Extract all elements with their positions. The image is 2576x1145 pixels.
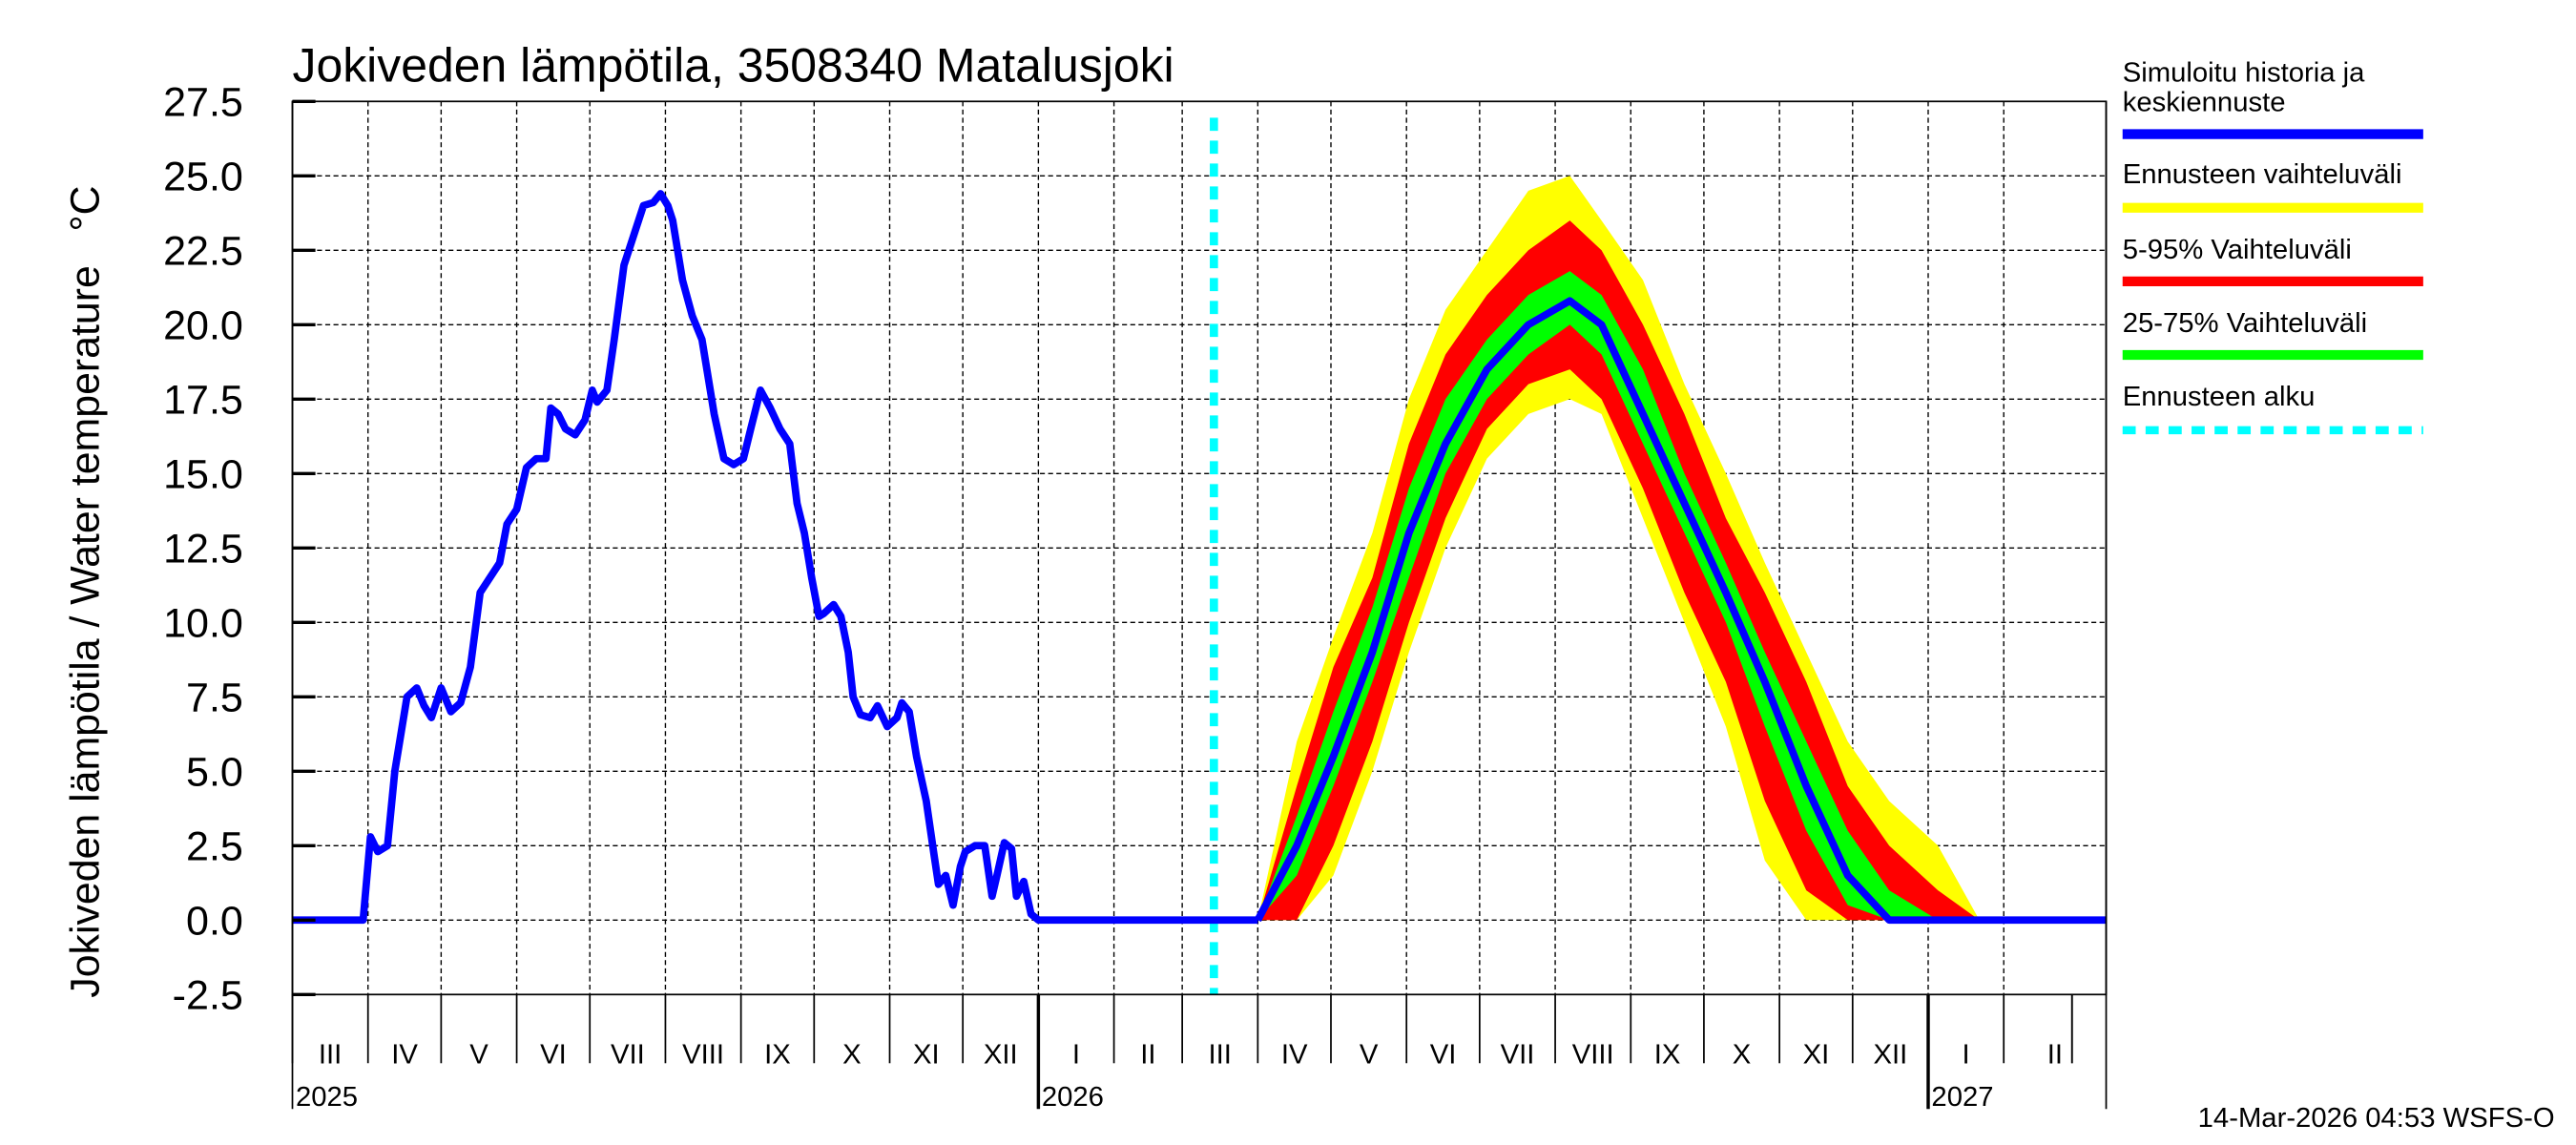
month-label: IX: [1654, 1039, 1681, 1070]
month-label: X: [1733, 1039, 1752, 1070]
y-axis-label: Jokiveden lämpötila / Water temperature …: [62, 185, 108, 997]
month-label: VI: [1430, 1039, 1457, 1070]
legend-label: keskiennuste: [2123, 88, 2286, 118]
series-lines: [292, 117, 2107, 995]
y-tick-label: 27.5: [163, 80, 243, 126]
month-label: IV: [1281, 1039, 1308, 1070]
y-tick-label: 5.0: [186, 750, 243, 796]
month-label: XII: [984, 1039, 1018, 1070]
year-label: 2025: [296, 1082, 358, 1113]
y-tick-label: 22.5: [163, 229, 243, 275]
chart-title: Jokiveden lämpötila, 3508340 Matalusjoki: [293, 39, 1174, 93]
y-tick-label: 7.5: [186, 676, 243, 721]
month-label: VIII: [1572, 1039, 1614, 1070]
year-label: 2026: [1042, 1082, 1104, 1113]
y-tick-label: 25.0: [163, 155, 243, 200]
month-label: III: [319, 1039, 342, 1070]
legend-label: 25-75% Vaihteluväli: [2123, 308, 2367, 339]
month-label: XI: [1803, 1039, 1830, 1070]
legend-label: Ennusteen vaihteluväli: [2123, 159, 2402, 190]
year-label: 2027: [1931, 1082, 1993, 1113]
month-label: I: [1072, 1039, 1080, 1070]
median-forecast-line: [1254, 297, 2107, 925]
month-label: V: [1360, 1039, 1379, 1070]
history-line: [292, 190, 1258, 925]
y-tick-label: 0.0: [186, 899, 243, 945]
y-tick-label: 17.5: [163, 378, 243, 424]
y-tick-label: 20.0: [163, 303, 243, 349]
y-tick-label: 15.0: [163, 452, 243, 498]
month-label: X: [842, 1039, 862, 1070]
y-tick-label: 12.5: [163, 527, 243, 572]
month-label: II: [2047, 1039, 2063, 1070]
month-label: III: [1209, 1039, 1232, 1070]
month-label: VIII: [682, 1039, 724, 1070]
month-label: XI: [913, 1039, 940, 1070]
month-label: II: [1140, 1039, 1155, 1070]
month-label: XII: [1874, 1039, 1908, 1070]
grid: [292, 100, 2107, 995]
month-label: VI: [540, 1039, 567, 1070]
month-label: IV: [391, 1039, 418, 1070]
month-label: V: [469, 1039, 488, 1070]
legend-label: 5-95% Vaihteluväli: [2123, 235, 2352, 265]
month-label: VII: [611, 1039, 645, 1070]
month-label: IX: [764, 1039, 791, 1070]
month-label: VII: [1501, 1039, 1535, 1070]
y-tick-label: -2.5: [173, 973, 243, 1019]
axes: -2.5 0.0 2.5 5.0 7.5 10.0 12.5 15.0 17.5 20.0 22.5…: [163, 80, 2108, 1113]
footer-timestamp: 14-Mar-2026 04:53 WSFS-O: [2198, 1103, 2555, 1134]
legend-label: Simuloitu historia ja: [2123, 58, 2365, 89]
legend-label: Ennusteen alku: [2123, 382, 2316, 412]
y-tick-label: 10.0: [163, 601, 243, 647]
month-label: I: [1963, 1039, 1970, 1070]
y-tick-label: 2.5: [186, 824, 243, 870]
